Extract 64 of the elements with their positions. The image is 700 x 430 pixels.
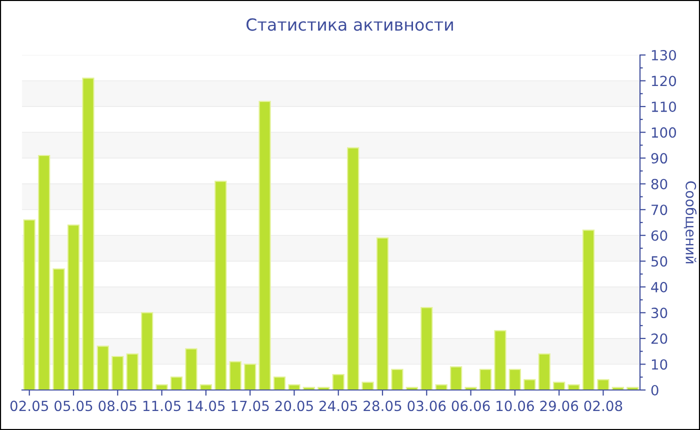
bar (582, 230, 595, 390)
bar (156, 384, 168, 390)
bar (479, 368, 492, 390)
y-tick-label: 130 (652, 50, 676, 60)
bar (52, 268, 65, 390)
y-tick-label: 110 (652, 102, 676, 112)
x-tick-label: 03.06 (408, 400, 446, 412)
bar (96, 346, 109, 390)
x-tick-label: 28.05 (364, 400, 402, 412)
bar (67, 224, 80, 390)
bar (38, 154, 50, 390)
bar (597, 379, 610, 390)
bar (244, 364, 256, 390)
x-tick-label: 14.05 (188, 400, 225, 412)
bar (112, 356, 124, 390)
bar (376, 237, 389, 390)
bar (494, 330, 506, 390)
x-tick-label: 20.05 (275, 400, 313, 412)
bar (185, 348, 198, 390)
x-tick-label: 08.05 (98, 400, 136, 412)
bar (420, 306, 433, 390)
x-tick-label: 11.05 (143, 400, 180, 412)
bar (82, 78, 94, 390)
y-tick-label: 20 (651, 333, 668, 344)
bar (229, 361, 242, 390)
bar (347, 147, 360, 390)
y-axis-title: Сообщений (684, 181, 697, 264)
y-tick-label: 60 (651, 230, 668, 241)
bar (508, 368, 521, 390)
bar (214, 180, 227, 390)
x-tick-label: 05.05 (54, 400, 92, 412)
bar (288, 384, 300, 390)
bar (450, 366, 462, 390)
bar (568, 384, 580, 390)
x-tick-label: 02.05 (10, 400, 48, 412)
bar (362, 382, 374, 390)
y-tick-label: 100 (652, 127, 676, 138)
y-tick-label: 40 (651, 282, 668, 292)
bar (538, 353, 550, 390)
bar (23, 219, 36, 390)
y-tick-label: 10 (652, 359, 668, 370)
bar (141, 312, 154, 390)
x-tick-label: 24.05 (319, 400, 358, 412)
bar (391, 368, 404, 390)
bar (332, 374, 344, 390)
x-tick-label: 17.05 (232, 400, 269, 412)
x-tick-label: 29.06 (540, 400, 578, 412)
y-tick-label: 90 (651, 153, 668, 164)
bar (126, 353, 138, 390)
bar (553, 382, 566, 390)
bar (170, 376, 183, 390)
y-tick-label: 0 (651, 384, 658, 396)
x-tick-label: 06.06 (452, 400, 490, 412)
y-tick-label: 30 (651, 308, 668, 318)
y-tick-label: 50 (651, 256, 668, 267)
y-tick-label: 80 (651, 178, 668, 190)
bar (524, 379, 536, 390)
x-tick-label: 02.08 (584, 400, 622, 412)
bar (273, 376, 286, 390)
y-tick-label: 120 (652, 76, 676, 86)
chart-title: Статистика активности (246, 18, 453, 31)
y-tick-label: 70 (652, 204, 668, 216)
x-tick-label: 10.06 (496, 400, 534, 412)
bar (258, 100, 271, 390)
